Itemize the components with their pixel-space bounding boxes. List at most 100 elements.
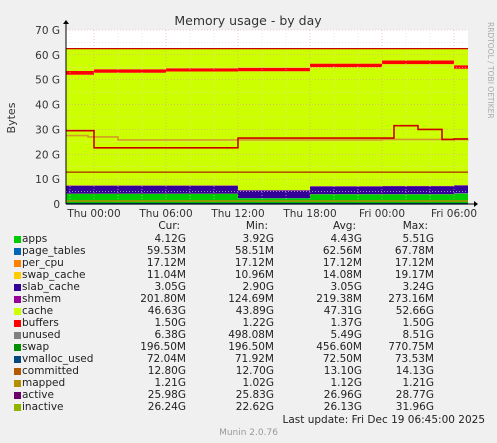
legend-label: committed	[22, 365, 79, 377]
legend-value-min: 3.92G	[242, 233, 274, 245]
legend-value-max: 17.12M	[394, 257, 434, 269]
legend-value-min: 124.69M	[228, 293, 274, 305]
legend-value-max: 1.21G	[402, 377, 434, 389]
legend-value-cur: 196.50M	[140, 341, 186, 353]
legend-value-min: 12.70G	[235, 365, 274, 377]
legend-swatch	[14, 404, 21, 411]
legend-label: swap_cache	[22, 269, 86, 281]
legend-swatch	[14, 248, 21, 255]
legend-value-max: 1.50G	[402, 317, 434, 329]
legend-column-header: Max:	[402, 220, 428, 232]
legend-label: shmem	[22, 293, 62, 305]
legend-column-header: Min:	[245, 220, 268, 232]
x-tick-label: Fri 00:00	[359, 208, 405, 220]
legend-value-min: 43.89G	[235, 305, 274, 317]
legend-swatch	[14, 272, 21, 279]
y-tick-label: 30 G	[35, 124, 60, 136]
legend-row: slab_cache 3.05G 2.90G 3.05G 3.24G	[0, 281, 497, 293]
legend-value-max: 770.75M	[388, 341, 434, 353]
legend-swatch	[14, 344, 21, 351]
legend-label: apps	[22, 233, 48, 245]
legend-value-min: 196.50M	[228, 341, 274, 353]
axes	[63, 20, 478, 207]
legend-value-cur: 11.04M	[146, 269, 186, 281]
legend-row: committed 12.80G 12.70G 13.10G 14.13G	[0, 365, 497, 377]
legend-row: vmalloc_used 72.04M 71.92M 72.50M 73.53M	[0, 353, 497, 365]
y-tick-label: 60 G	[35, 50, 60, 62]
chart-title: Memory usage - by day	[174, 13, 322, 28]
legend-value-avg: 72.50M	[322, 353, 362, 365]
y-tick-label: 40 G	[35, 100, 60, 112]
x-tick-label: Thu 18:00	[282, 208, 336, 220]
legend-swatch	[14, 284, 21, 291]
legend-swatch	[14, 308, 21, 315]
legend-column-header: Cur:	[158, 220, 180, 232]
legend-value-avg: 26.13G	[323, 401, 362, 413]
legend-value-avg: 5.49G	[330, 329, 362, 341]
legend-value-max: 8.51G	[402, 329, 434, 341]
legend-value-avg: 219.38M	[316, 293, 362, 305]
legend-value-cur: 72.04M	[146, 353, 186, 365]
legend-label: unused	[22, 329, 61, 341]
legend-row: inactive 26.24G 22.62G 26.13G 31.96G	[0, 401, 497, 413]
area-buffers	[66, 60, 468, 75]
legend-value-min: 10.96M	[234, 269, 274, 281]
legend-value-avg: 456.60M	[316, 341, 362, 353]
legend-label: inactive	[22, 401, 64, 413]
legend-value-cur: 12.80G	[147, 365, 186, 377]
legend-value-min: 2.90G	[242, 281, 274, 293]
legend-swatch	[14, 332, 21, 339]
legend-value-avg: 4.43G	[330, 233, 362, 245]
legend-value-avg: 62.56M	[322, 245, 362, 257]
legend-value-min: 71.92M	[234, 353, 274, 365]
memory-chart: Memory usage - by day Bytes RRDTOOL / TO…	[5, 13, 495, 220]
legend-value-avg: 3.05G	[330, 281, 362, 293]
legend-swatch	[14, 260, 21, 267]
legend-row: shmem 201.80M 124.69M 219.38M 273.16M	[0, 293, 497, 305]
legend-value-max: 28.77G	[395, 389, 434, 401]
legend-value-cur: 46.63G	[147, 305, 186, 317]
legend-label: cache	[22, 305, 54, 317]
legend-row: swap_cache 11.04M 10.96M 14.08M 19.17M	[0, 269, 497, 281]
legend-row: apps 4.12G 3.92G 4.43G 5.51G	[0, 233, 497, 245]
y-tick-labels: 0 10 G 20 G 30 G 40 G 50 G 60 G 70 G	[35, 25, 60, 211]
legend-value-min: 1.22G	[242, 317, 274, 329]
legend-value-cur: 25.98G	[147, 389, 186, 401]
legend-swatch	[14, 368, 21, 375]
x-tick-label: Thu 12:00	[210, 208, 264, 220]
legend-value-cur: 1.21G	[154, 377, 186, 389]
legend-value-cur: 17.12M	[146, 257, 186, 269]
line-inactive	[66, 124, 468, 149]
legend-row: swap 196.50M 196.50M 456.60M 770.75M	[0, 341, 497, 353]
legend-value-cur: 4.12G	[154, 233, 186, 245]
y-axis-arrow	[63, 20, 69, 24]
legend-value-cur: 26.24G	[147, 401, 186, 413]
y-tick-label: 20 G	[35, 149, 60, 161]
legend-value-max: 273.16M	[388, 293, 434, 305]
y-tick-label: 0	[53, 199, 60, 211]
legend-header: Cur: Min: Avg: Max:	[0, 220, 497, 232]
area-shmem	[66, 185, 468, 191]
legend-value-min: 25.83G	[235, 389, 274, 401]
legend-row: page_tables 59.53M 58.51M 62.56M 67.78M	[0, 245, 497, 257]
legend-row: active 25.98G 25.83G 26.96G 28.77G	[0, 389, 497, 401]
legend-value-max: 73.53M	[394, 353, 434, 365]
legend-row: buffers 1.50G 1.22G 1.37G 1.50G	[0, 317, 497, 329]
legend-label: per_cpu	[22, 257, 64, 269]
rrdtool-credit: RRDTOOL / TOBI OETIKER	[486, 22, 495, 119]
legend-value-min: 58.51M	[234, 245, 274, 257]
legend-value-min: 498.08M	[228, 329, 274, 341]
y-tick-label: 50 G	[35, 75, 60, 87]
legend-label: page_tables	[22, 245, 86, 257]
legend-swatch	[14, 356, 21, 363]
legend-value-cur: 59.53M	[146, 245, 186, 257]
legend-swatch	[14, 236, 21, 243]
legend-value-avg: 47.31G	[323, 305, 362, 317]
legend-swatch	[14, 320, 21, 327]
legend-value-cur: 201.80M	[140, 293, 186, 305]
legend-value-max: 3.24G	[402, 281, 434, 293]
legend-value-avg: 17.12M	[322, 257, 362, 269]
legend-value-cur: 1.50G	[154, 317, 186, 329]
legend-value-avg: 1.37G	[330, 317, 362, 329]
legend-value-cur: 3.05G	[154, 281, 186, 293]
